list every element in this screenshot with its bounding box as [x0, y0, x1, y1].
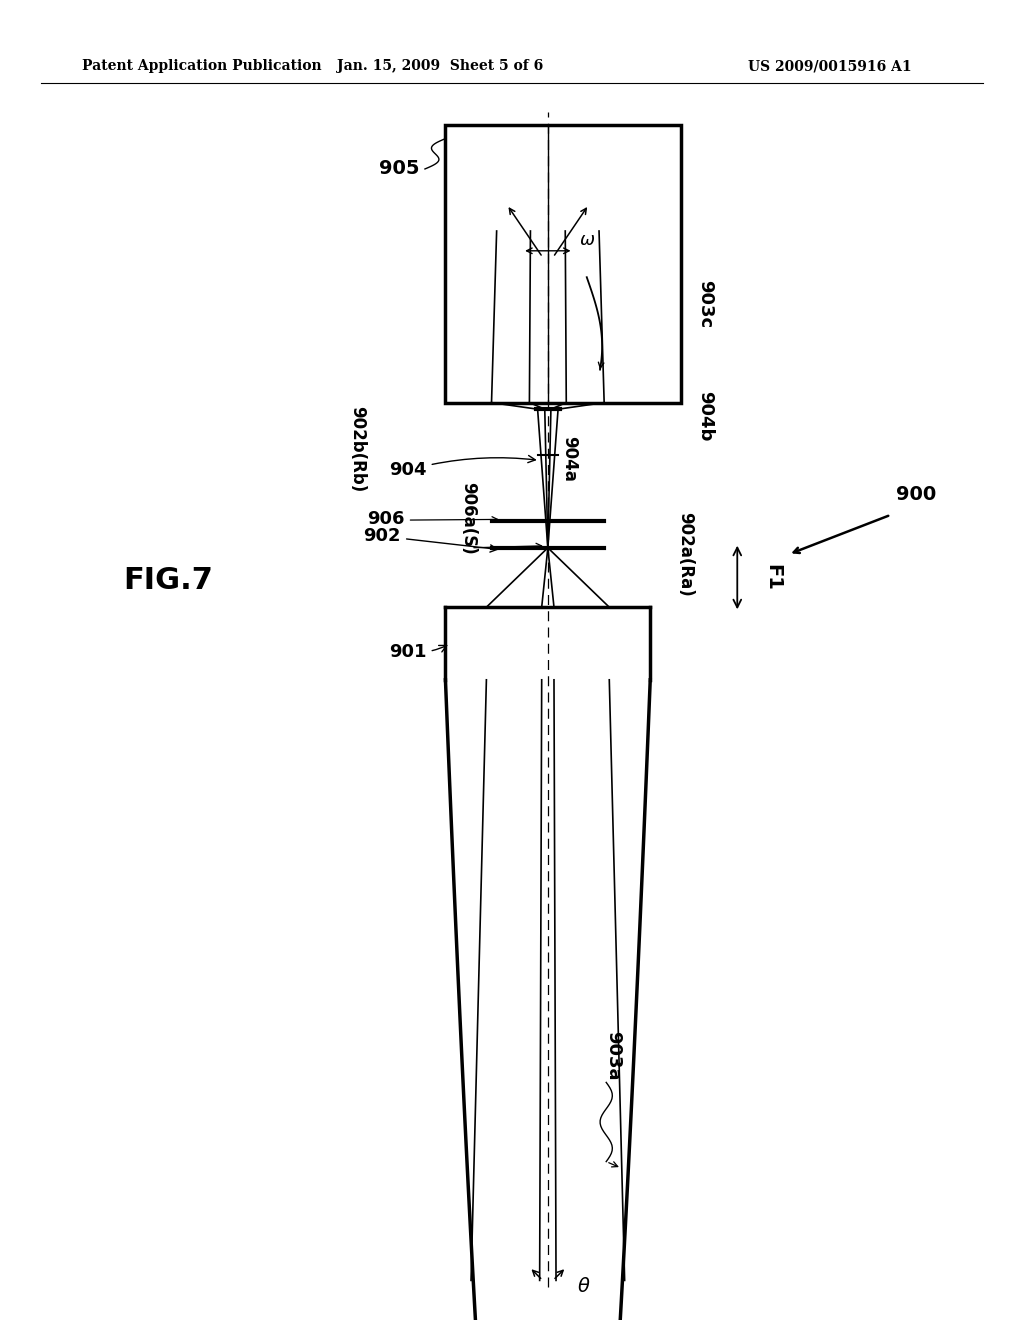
- Text: 904b: 904b: [696, 391, 715, 441]
- Bar: [445, 125, 681, 403]
- Text: $\theta$: $\theta$: [577, 1278, 590, 1296]
- Text: 904a: 904a: [560, 437, 579, 482]
- Text: F1: F1: [763, 564, 782, 591]
- Text: 904: 904: [389, 455, 536, 479]
- Text: 905: 905: [379, 160, 420, 178]
- Text: 901: 901: [389, 643, 446, 661]
- Text: Patent Application Publication: Patent Application Publication: [82, 59, 322, 73]
- Text: $\omega$: $\omega$: [579, 231, 595, 249]
- Text: US 2009/0015916 A1: US 2009/0015916 A1: [748, 59, 911, 73]
- Text: 902a(Ra): 902a(Ra): [676, 512, 694, 597]
- Text: FIG.7: FIG.7: [123, 566, 213, 595]
- Text: 902: 902: [364, 527, 498, 552]
- Text: Jan. 15, 2009  Sheet 5 of 6: Jan. 15, 2009 Sheet 5 of 6: [337, 59, 544, 73]
- Text: 903c: 903c: [696, 280, 715, 327]
- Text: 906a(S): 906a(S): [459, 482, 477, 556]
- Text: 903a: 903a: [604, 1031, 623, 1081]
- Text: 906: 906: [367, 510, 404, 528]
- Text: 900: 900: [896, 486, 936, 504]
- Text: 902b(Rb): 902b(Rb): [348, 405, 367, 492]
